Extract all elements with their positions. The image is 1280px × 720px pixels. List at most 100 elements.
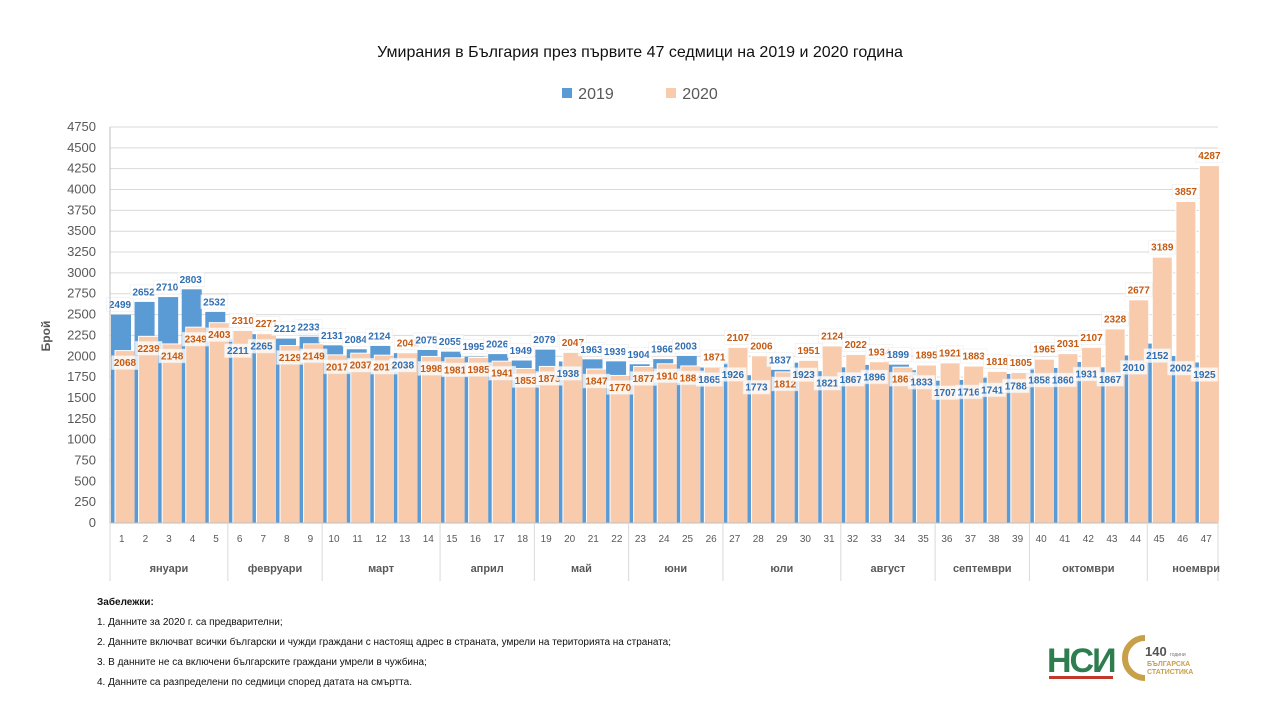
data-label-2020: 2239: [134, 341, 163, 356]
month-label: април: [471, 563, 504, 575]
x-tick-label: 41: [1059, 534, 1071, 545]
data-label-2019: 1837: [766, 352, 794, 368]
data-label-2020: 2403: [205, 327, 234, 342]
x-tick-label: 13: [399, 534, 411, 545]
data-label-2020-text: 2328: [1104, 314, 1127, 325]
data-label-2020-text: 2239: [137, 344, 160, 355]
data-label-2020-text: 1883: [963, 352, 986, 363]
bar-2020: [279, 345, 301, 524]
data-label-2019-text: 1867: [840, 375, 863, 386]
data-label-2020: 1853: [512, 373, 540, 388]
data-label-2020: 1818: [983, 354, 1012, 369]
month-label: юли: [770, 563, 793, 575]
data-label-2020: 2017: [323, 359, 351, 375]
x-tick-label: 25: [682, 534, 694, 545]
y-tick-label: 750: [74, 452, 96, 467]
data-label-2020-text: 2271: [255, 319, 278, 330]
x-tick-label: 33: [871, 534, 883, 545]
data-label-2020-text: 2107: [1080, 333, 1103, 344]
data-label-2020-text: 2403: [208, 330, 231, 341]
data-label-2020-text: 3857: [1175, 187, 1198, 198]
data-label-2019: 2803: [176, 272, 205, 287]
data-label-2020-box: [158, 348, 186, 364]
bar-2020: [138, 335, 160, 524]
bar-2020: [326, 354, 348, 524]
data-label-2019-text: 1867: [1099, 375, 1122, 386]
data-label-2020: 1921: [936, 345, 964, 361]
data-label-2019-text: 1865: [698, 375, 721, 386]
data-label-2019-text: 2152: [1146, 351, 1169, 362]
data-label-2020: 1941: [488, 365, 516, 381]
data-label-2019: 2652: [129, 284, 158, 300]
data-label-2020-text: 1951: [798, 346, 821, 357]
data-label-2019: 1966: [648, 341, 676, 357]
data-label-2019-box: [907, 374, 936, 390]
data-label-2020-box: [747, 338, 776, 354]
data-label-2019-text: 1773: [745, 383, 768, 394]
data-label-2019-text: 2075: [415, 336, 438, 347]
data-label-2019-text: 1821: [816, 379, 839, 390]
data-label-2019: 2026: [483, 336, 511, 352]
data-label-2020-text: 1770: [609, 383, 632, 394]
data-label-2020-text: 2107: [727, 333, 750, 344]
data-label-2019-text: 2079: [533, 335, 556, 346]
data-label-2020: 1895: [912, 347, 941, 363]
month-label: февруари: [248, 563, 303, 575]
x-tick-label: 29: [776, 534, 788, 545]
data-label-2020-text: 1998: [420, 364, 443, 375]
bar-2020: [703, 366, 725, 524]
bar-2020: [373, 354, 395, 524]
bar-2020: [185, 326, 207, 524]
x-tick-label: 31: [823, 534, 835, 545]
data-label-2019-text: 1923: [793, 370, 816, 381]
x-tick-label: 17: [493, 534, 505, 545]
data-label-2019-box: [294, 319, 323, 335]
data-label-2020-text: 1847: [585, 377, 608, 388]
data-label-2019-text: 2803: [180, 275, 203, 286]
data-label-2019-text: 2532: [203, 297, 226, 308]
data-label-2019: 2038: [389, 357, 417, 373]
data-label-2019: 2499: [106, 297, 134, 312]
x-tick-label: 28: [753, 534, 765, 545]
data-label-2019-box: [389, 357, 417, 373]
data-label-2020-box: [1101, 311, 1129, 327]
bar-2020: [444, 357, 466, 524]
x-tick-label: 42: [1083, 534, 1095, 545]
month-label: януари: [150, 563, 189, 575]
bar-2020: [303, 343, 325, 524]
x-tick-label: 12: [376, 534, 388, 545]
note-line-3: 3. В данните не са включени българските …: [97, 657, 427, 668]
data-label-2020-text: 1921: [939, 348, 962, 359]
data-label-2019-box: [106, 297, 134, 312]
x-tick-label: 21: [588, 534, 600, 545]
data-label-2019-text: 1833: [910, 378, 933, 389]
data-label-2020: 4287: [1195, 148, 1224, 163]
data-label-2020: 2006: [747, 338, 776, 354]
note-line-2: 2. Данните включват всички български и ч…: [97, 637, 672, 648]
bar-2020: [397, 352, 419, 524]
x-tick-label: 32: [847, 534, 859, 545]
y-tick-label: 3000: [67, 265, 96, 280]
data-label-2019: 2003: [672, 338, 700, 354]
data-label-2020-text: 2022: [845, 340, 868, 351]
bar-2020: [609, 374, 631, 524]
data-label-2020-box: [1172, 184, 1200, 199]
y-tick-label: 500: [74, 473, 96, 488]
data-label-2019: 1931: [1072, 366, 1101, 382]
data-label-2019-text: 1925: [1193, 370, 1216, 381]
legend-label-2020: 2020: [682, 86, 718, 103]
data-label-2020-text: 2149: [302, 351, 325, 362]
data-label-2019: 2710: [153, 279, 181, 295]
data-label-2019: 1938: [554, 366, 582, 381]
data-label-2019: 2075: [412, 332, 441, 348]
legend-entry-2019: 2019: [562, 86, 614, 104]
x-tick-label: 38: [988, 534, 1000, 545]
bar-2020: [585, 368, 607, 524]
data-label-2019-box: [200, 294, 229, 310]
bar-2020: [491, 360, 513, 524]
data-label-2019-box: [530, 332, 559, 347]
nsi-140-logo: НСИ 140 години БЪЛГАРСКА СТАТИСТИКА: [1047, 635, 1193, 681]
data-label-2019: 1716: [954, 384, 983, 400]
data-label-2019: 1925: [1190, 367, 1219, 382]
data-label-2019-box: [365, 328, 394, 344]
